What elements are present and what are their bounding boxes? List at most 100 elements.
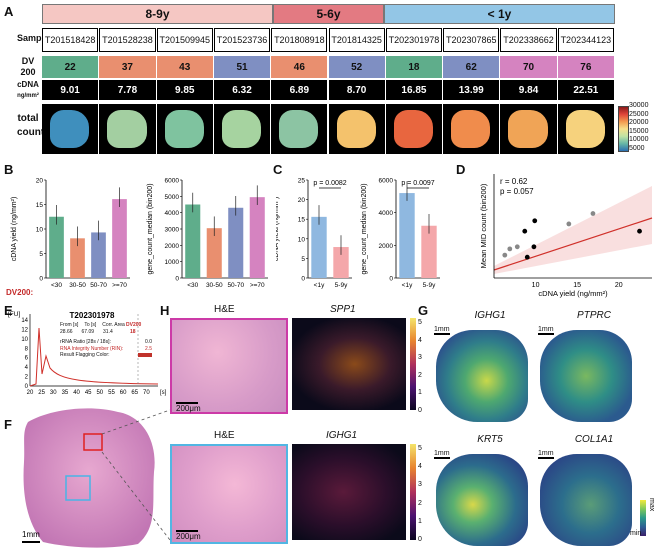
x-tick-label: 30-50	[69, 282, 86, 289]
y-tick-label: 25	[298, 178, 306, 185]
cdna-cell: 16.85	[385, 80, 443, 100]
y-axis-label: gene_count_median (bin200)	[361, 183, 368, 274]
sample-id-cell: T202344123	[557, 28, 614, 52]
g-scale-bar: 1mm	[538, 450, 554, 459]
gene-label: KRT5	[477, 434, 503, 445]
row-label-cdna: cDNA ng/mm²	[17, 80, 39, 99]
y-tick-label: 5	[301, 256, 305, 263]
h-scale-top: 200μm	[176, 402, 201, 413]
x-tick-label: 70	[143, 390, 150, 396]
panel-label-a: A	[4, 4, 14, 19]
dv200-cell: 22	[42, 56, 99, 78]
dv200-cell: 18	[385, 56, 443, 78]
e-x-unit: [s]	[160, 390, 166, 396]
y-tick-label: 0	[301, 276, 305, 283]
row-label-total-counts: total counts	[17, 113, 50, 138]
x-tick-label: >=70	[250, 282, 265, 289]
x-tick-label: <30	[187, 282, 198, 289]
blue-roi-box	[65, 475, 91, 501]
cdna-cell: 22.51	[557, 80, 614, 100]
p-value-label: p = 0.0097	[401, 180, 434, 187]
p-value: p = 0.057	[500, 187, 534, 196]
bar	[49, 216, 64, 278]
he-image-top	[170, 318, 288, 414]
total-counts-tissue-map	[500, 104, 557, 154]
y-tick-label: 6000	[165, 178, 180, 185]
x-tick-label: 50-70	[227, 282, 244, 289]
sample-id-cell: T202301978	[385, 28, 443, 52]
f-scale-label: 1mm	[22, 530, 40, 539]
y-tick-label: 20	[298, 197, 306, 204]
gene-expression-map	[540, 454, 632, 546]
panel-d-scatter: 10 15 20 cDNA yield (ng/mm²) Mean MID count …	[479, 174, 653, 298]
bar	[249, 197, 265, 278]
x-tick-label: 10	[532, 282, 540, 289]
age-group-under-1y: < 1y	[384, 4, 615, 24]
dv200-cell: 37	[99, 56, 156, 78]
y-tick-label: 12	[21, 327, 28, 333]
scatter-point	[532, 218, 538, 224]
age-group-8-9y: 8-9y	[42, 4, 273, 24]
x-tick-label: 65	[131, 390, 138, 396]
gene-expression-map	[436, 330, 528, 422]
sample-id-cell: T201523736	[213, 28, 271, 52]
x-tick-label: 60	[120, 390, 127, 396]
y-tick-label: 14	[21, 318, 28, 324]
y-tick-label: 10	[21, 337, 28, 343]
total-counts-tissue-map	[271, 104, 328, 154]
g-scale-bar: 1mm	[538, 326, 554, 335]
dv200-cell: 70	[500, 56, 557, 78]
x-tick-label: 5-9y	[423, 282, 436, 289]
y-tick-label: 4000	[165, 210, 180, 217]
x-tick-label: 25	[38, 390, 45, 396]
y-axis-label: Mean MID count (bin200)	[479, 183, 488, 268]
x-tick-label: 50-70	[90, 282, 107, 289]
y-tick-label: 4	[25, 365, 29, 371]
y-tick-label: 10	[36, 227, 44, 234]
x-tick-label: 30-50	[206, 282, 223, 289]
h-colorbar-top	[410, 318, 416, 410]
cdna-cell: 13.99	[443, 80, 500, 100]
x-tick-label: <1y	[314, 282, 325, 289]
panel-label-h: H	[160, 303, 170, 318]
g-max-label: max	[648, 498, 655, 512]
x-tick-label: 5-9y	[335, 282, 348, 289]
spp1-expression-image	[292, 318, 406, 410]
panel-label-f: F	[4, 417, 12, 432]
scatter-point	[522, 228, 528, 234]
bar	[112, 199, 127, 278]
x-tick-label: <1y	[402, 282, 413, 289]
x-tick-label: 30	[50, 390, 57, 396]
bar	[311, 216, 327, 278]
h-colorbar-bottom	[410, 444, 416, 540]
dv200-cell: 46	[271, 56, 328, 78]
dv200-cell: 76	[557, 56, 614, 78]
y-tick-label: 5	[39, 251, 43, 258]
row-label-dv200: DV 200	[20, 56, 36, 77]
scatter-point	[590, 211, 596, 216]
gene-expression-map	[436, 454, 528, 546]
e-title: T202301978	[70, 311, 115, 320]
x-tick-label: 35	[62, 390, 69, 396]
y-tick-label: 6000	[379, 178, 394, 185]
dv200-axis-label: DV200:	[6, 288, 34, 297]
sample-id-cell: T201518428	[42, 28, 99, 52]
he-title-bottom: H&E	[214, 430, 235, 441]
scatter-point	[507, 246, 513, 252]
r-value: r = 0.62	[500, 177, 528, 186]
age-group-5-6y: 5-6y	[273, 4, 384, 24]
total-counts-tissue-map	[557, 104, 614, 154]
y-tick-label: 2000	[379, 243, 394, 250]
sample-id-cell: T202338662	[500, 28, 557, 52]
x-tick-label: >=70	[112, 282, 127, 289]
x-tick-label: 55	[108, 390, 115, 396]
y-tick-label: 15	[36, 202, 44, 209]
cdna-cell: 9.85	[156, 80, 213, 100]
y-tick-label: 0	[175, 276, 179, 283]
bar	[70, 238, 85, 278]
dv200-cell: 52	[328, 56, 385, 78]
x-tick-label: 20	[615, 282, 623, 289]
y-tick-label: 1000	[165, 259, 180, 266]
